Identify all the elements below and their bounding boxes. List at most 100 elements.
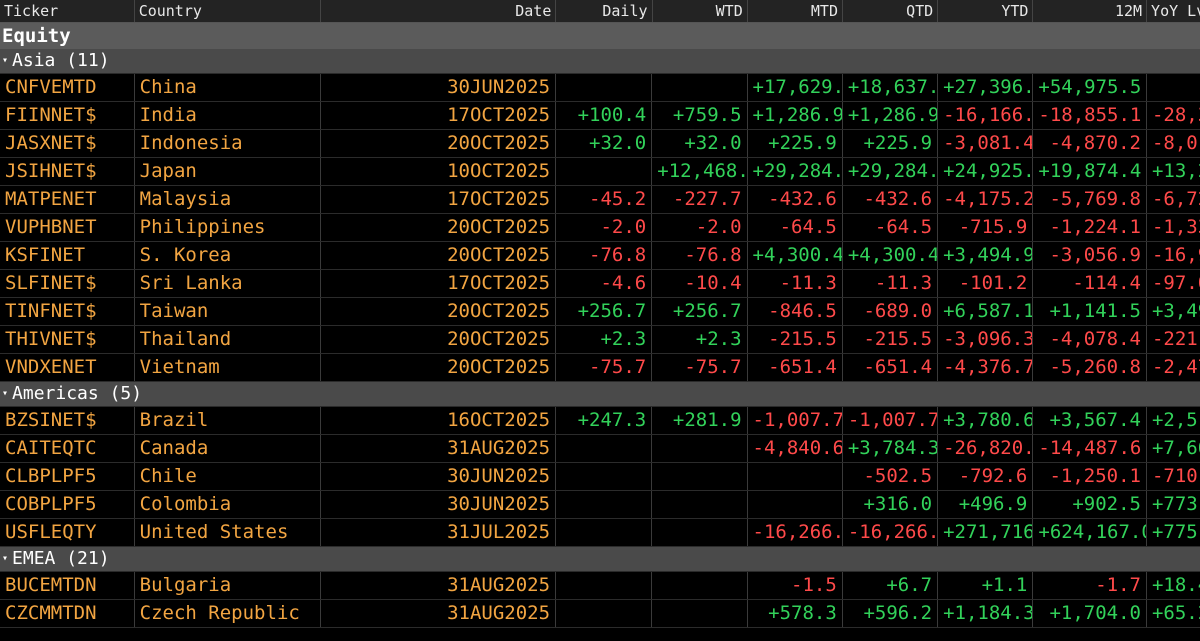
- ticker-cell[interactable]: KSFINET: [0, 242, 135, 269]
- mtd-cell: +17,629.7: [748, 74, 843, 101]
- table-row[interactable]: VNDXENET Vietnam 20OCT2025 -75.7 -75.7 -651.4…: [0, 354, 1200, 382]
- collapse-triangle-icon[interactable]: ▾: [2, 388, 9, 399]
- country-cell: Philippines: [135, 214, 321, 241]
- table-row[interactable]: CAITEQTC Canada 31AUG2025 -4,840.6 +3,784.3-…: [0, 435, 1200, 463]
- yoy-lvl-cell: -16,929.3: [1151, 244, 1200, 266]
- column-header-ticker[interactable]: Ticker: [0, 0, 135, 22]
- ytd-cell: -26,820.4: [938, 435, 1034, 462]
- wtd-cell: [652, 572, 748, 599]
- ticker-cell[interactable]: CAITEQTC: [0, 435, 135, 462]
- ticker-cell[interactable]: THIVNET$: [0, 326, 135, 353]
- column-header-ytd[interactable]: YTD: [938, 0, 1034, 22]
- ticker-cell[interactable]: MATPENET: [0, 186, 135, 213]
- ticker-cell[interactable]: VNDXENET: [0, 354, 135, 381]
- column-header-country[interactable]: Country: [135, 0, 321, 22]
- ticker-cell[interactable]: VUPHBNET: [0, 214, 135, 241]
- group-header[interactable]: ▾ Americas (5): [0, 382, 1200, 407]
- table-row[interactable]: THIVNET$ Thailand 20OCT2025 +2.3 +2.3 -215.5-…: [0, 326, 1200, 354]
- mtd-cell: -1.5: [748, 572, 843, 599]
- wtd-cell: -76.8: [652, 242, 748, 269]
- table-row[interactable]: SLFINET$ Sri Lanka 17OCT2025 -4.6 -10.4 -11.3…: [0, 270, 1200, 298]
- column-header-mtd[interactable]: MTD: [748, 0, 843, 22]
- daily-cell: +32.0: [556, 130, 653, 157]
- table-row[interactable]: KSFINET S. Korea 20OCT2025 -76.8 -76.8 +4,300…: [0, 242, 1200, 270]
- ticker-cell[interactable]: COBPLPF5: [0, 491, 135, 518]
- table-row[interactable]: BZSINET$ Brazil 16OCT2025 +247.3 +281.9 -1,00…: [0, 407, 1200, 435]
- column-header-wtd[interactable]: WTD: [653, 0, 748, 22]
- group-label: Asia (11): [12, 50, 110, 71]
- qtd-cell: -16,266.0: [843, 519, 939, 546]
- wtd-cell: [652, 435, 748, 462]
- table-row[interactable]: BUCEMTDN Bulgaria 31AUG2025 -1.5 +6.7 +1.1 -1.…: [0, 572, 1200, 600]
- ticker-cell[interactable]: BZSINET$: [0, 407, 135, 434]
- 12m-cell: +902.5: [1033, 491, 1147, 518]
- daily-cell: [556, 435, 653, 462]
- column-header-date[interactable]: Date: [321, 0, 557, 22]
- ticker-cell[interactable]: JSIHNET$: [0, 158, 135, 185]
- wtd-cell: -227.7: [652, 186, 748, 213]
- ticker-cell[interactable]: CNFVEMTD: [0, 74, 135, 101]
- date-cell: 16OCT2025: [321, 407, 557, 434]
- column-header-12m[interactable]: 12M: [1033, 0, 1148, 22]
- table-row[interactable]: MATPENET Malaysia 17OCT2025 -45.2 -227.7 -432…: [0, 186, 1200, 214]
- section-equity[interactable]: Equity: [0, 23, 1200, 49]
- 12m-cell: +19,874.4: [1033, 158, 1147, 185]
- daily-cell: +247.3: [556, 407, 653, 434]
- group-header[interactable]: ▾ Asia (11): [0, 49, 1200, 74]
- mtd-cell: -651.4: [748, 354, 843, 381]
- group-header[interactable]: ▾ EMEA (21): [0, 547, 1200, 572]
- ticker-cell[interactable]: USFLEQTY: [0, 519, 135, 546]
- qtd-cell: +1,286.9: [843, 102, 939, 129]
- table-row[interactable]: JSIHNET$Japan10OCT2025+12,468.4+29,284.7…: [0, 158, 1200, 186]
- ticker-cell[interactable]: JASXNET$: [0, 130, 135, 157]
- ticker-cell[interactable]: BUCEMTDN: [0, 572, 135, 599]
- date-cell: 10OCT2025: [321, 158, 557, 185]
- group-label: Americas (5): [12, 383, 143, 404]
- table-row[interactable]: COBPLPF5 Colombia 30JUN2025 +316.0 +496.9 +90…: [0, 491, 1200, 519]
- column-header-yoy-lvl[interactable]: YoY Lvl: [1151, 2, 1200, 20]
- mtd-cell: +578.3: [748, 600, 843, 627]
- daily-cell: +256.7: [556, 298, 653, 325]
- column-header-daily[interactable]: Daily: [556, 0, 653, 22]
- wtd-cell: -10.4: [652, 270, 748, 297]
- qtd-cell: -64.5: [843, 214, 939, 241]
- yoy-lvl-cell: [1147, 74, 1200, 101]
- ticker-cell[interactable]: TINFNET$: [0, 298, 135, 325]
- ticker-cell[interactable]: SLFINET$: [0, 270, 135, 297]
- ticker-cell[interactable]: FIINNET$: [0, 102, 135, 129]
- date-cell: 31AUG2025: [321, 600, 557, 627]
- wtd-cell: +32.0: [652, 130, 748, 157]
- daily-cell: +2.3: [556, 326, 653, 353]
- country-cell: Bulgaria: [135, 572, 321, 599]
- daily-cell: [556, 74, 653, 101]
- date-cell: 30JUN2025: [321, 74, 557, 101]
- qtd-cell: -689.0: [843, 298, 939, 325]
- ytd-cell: +6,587.1: [938, 298, 1034, 325]
- table-row[interactable]: CLBPLPF5 Chile 30JUN2025 -502.5 -792.6 -1,250…: [0, 463, 1200, 491]
- table-row[interactable]: VUPHBNET Philippines 20OCT2025 -2.0 -2.0 -64.…: [0, 214, 1200, 242]
- ticker-cell[interactable]: CZCMMTDN: [0, 600, 135, 627]
- ytd-cell: -3,081.4: [938, 130, 1034, 157]
- qtd-cell: +316.0: [843, 491, 939, 518]
- table-row[interactable]: CZCMMTDN Czech Republic 31AUG2025 +578.3 +59…: [0, 600, 1200, 628]
- table-row[interactable]: FIINNET$ India 17OCT2025 +100.4 +759.5 +1,286…: [0, 102, 1200, 130]
- 12m-cell: -4,078.4: [1033, 326, 1147, 353]
- daily-cell: -75.7: [556, 354, 653, 381]
- table-row[interactable]: JASXNET$ Indonesia 20OCT2025 +32.0 +32.0 +225…: [0, 130, 1200, 158]
- column-header-qtd[interactable]: QTD: [843, 0, 939, 22]
- country-cell: Taiwan: [135, 298, 321, 325]
- 12m-cell: +3,567.4: [1033, 407, 1147, 434]
- mtd-cell: -4,840.6: [748, 435, 843, 462]
- collapse-triangle-icon[interactable]: ▾: [2, 553, 9, 564]
- 12m-cell: -4,870.2: [1033, 130, 1147, 157]
- daily-cell: -4.6: [556, 270, 653, 297]
- ticker-cell[interactable]: CLBPLPF5: [0, 463, 135, 490]
- table-row[interactable]: TINFNET$ Taiwan 20OCT2025 +256.7 +256.7 -846.…: [0, 298, 1200, 326]
- mtd-cell: +29,284.7: [748, 158, 843, 185]
- collapse-triangle-icon[interactable]: ▾: [2, 55, 9, 66]
- qtd-cell: -1,007.7: [843, 407, 939, 434]
- date-cell: 20OCT2025: [321, 326, 557, 353]
